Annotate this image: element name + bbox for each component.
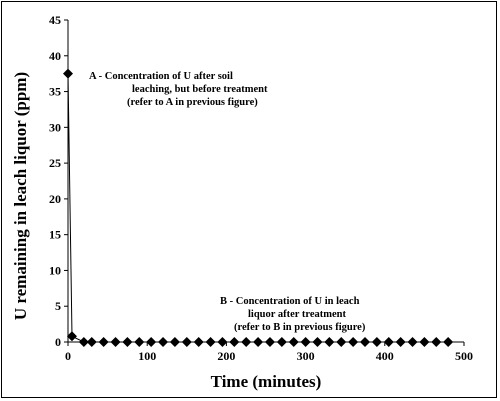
series-line [67, 73, 449, 343]
annotation-a-line-1: A - Concentration of U after soil [89, 71, 233, 82]
series-points [63, 68, 454, 347]
data-point [264, 337, 275, 347]
annotation-b-line-3: (refer to B in previous figure) [234, 322, 366, 333]
ticks: 0 5 10 15 20 25 30 35 40 45 0 100 200 300 400 500 [49, 13, 473, 363]
data-point [288, 337, 299, 347]
data-point [78, 337, 89, 347]
data-point [336, 337, 347, 347]
data-point [276, 337, 287, 347]
data-point [134, 337, 145, 347]
data-point [205, 337, 216, 347]
data-point [348, 337, 359, 347]
x-tick-label: 500 [455, 349, 473, 363]
data-point [324, 337, 335, 347]
x-tick-label: 200 [217, 349, 235, 363]
annotation-b-line-1: B - Concentration of U in leach [220, 296, 360, 307]
y-tick-label: 35 [49, 85, 61, 99]
x-tick-label: 400 [376, 349, 394, 363]
y-tick-label: 30 [49, 120, 61, 134]
y-tick-label: 45 [49, 13, 61, 27]
data-point [193, 337, 204, 347]
y-tick-label: 25 [49, 156, 61, 170]
y-tick-label: 5 [55, 299, 61, 313]
data-point [181, 337, 192, 347]
data-point [407, 337, 418, 347]
x-tick-label: 0 [65, 349, 71, 363]
data-point [98, 337, 109, 347]
data-point [146, 337, 157, 347]
data-point [395, 337, 406, 347]
data-point [169, 337, 180, 347]
data-point [419, 337, 430, 347]
y-tick-label: 20 [49, 192, 61, 206]
data-point [66, 331, 77, 342]
data-point [253, 337, 264, 347]
data-point [158, 337, 169, 347]
x-tick-label: 100 [138, 349, 156, 363]
data-point [431, 337, 442, 347]
data-point [63, 68, 73, 79]
annotation-a-line-2: leaching, but before treatment [132, 84, 268, 95]
data-point [86, 337, 97, 347]
data-point [229, 337, 240, 347]
data-point [110, 337, 121, 347]
data-point [122, 337, 133, 347]
x-axis-title: Time (minutes) [211, 372, 322, 391]
y-tick-label: 15 [49, 228, 61, 242]
data-point [312, 337, 323, 347]
annotation-b-line-2: liquor after treatment [248, 309, 346, 320]
data-point [371, 337, 382, 347]
y-tick-label: 40 [49, 49, 61, 63]
y-tick-label: 0 [55, 335, 61, 349]
data-point [300, 337, 311, 347]
x-tick-label: 300 [297, 349, 315, 363]
annotation-a-line-3: (refer to A in previous figure) [127, 97, 258, 108]
data-point [360, 337, 370, 347]
data-point [443, 337, 454, 347]
data-point [241, 337, 252, 347]
y-axis-title: U remaining in leach liquor (ppm) [11, 72, 30, 320]
axes [67, 20, 464, 343]
data-point [217, 337, 228, 347]
data-point [383, 337, 394, 347]
y-tick-label: 10 [49, 263, 61, 277]
